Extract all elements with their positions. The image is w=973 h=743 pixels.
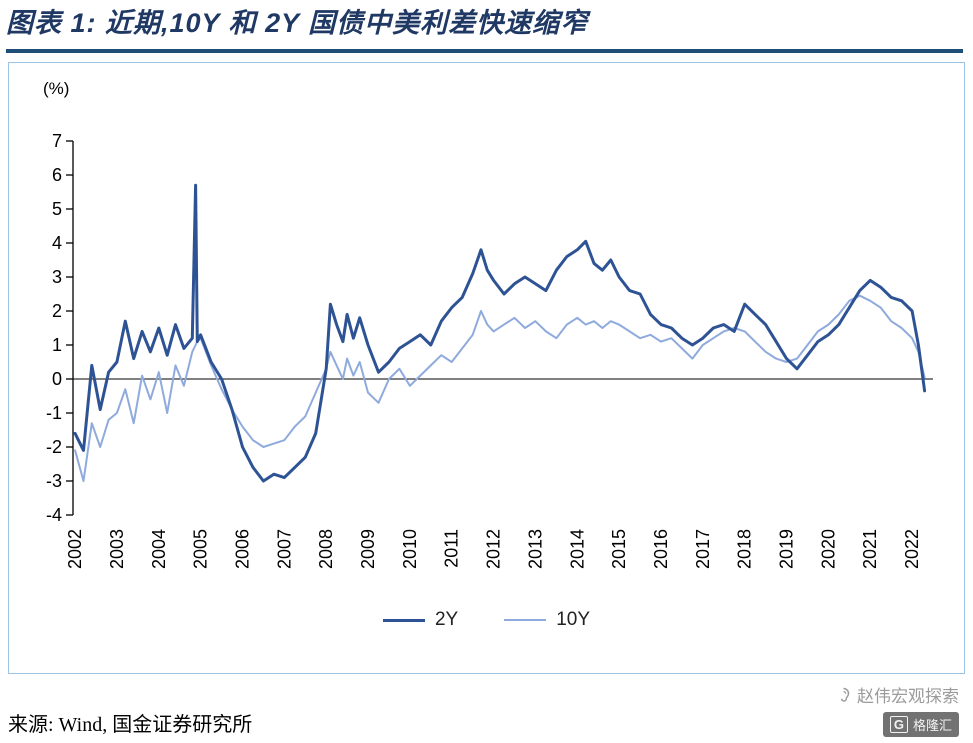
svg-text:3: 3: [52, 267, 62, 287]
svg-text:-3: -3: [46, 471, 62, 491]
svg-text:2013: 2013: [525, 529, 545, 569]
svg-text:-1: -1: [46, 403, 62, 423]
chart-legend: 2Y 10Y: [9, 609, 964, 631]
title-underline: [6, 49, 963, 54]
legend-label-2y: 2Y: [434, 609, 459, 630]
svg-text:2003: 2003: [107, 529, 127, 569]
svg-text:2010: 2010: [400, 529, 420, 569]
svg-text:2017: 2017: [693, 529, 713, 569]
svg-text:2020: 2020: [818, 529, 838, 569]
svg-text:1: 1: [52, 335, 62, 355]
svg-text:2: 2: [52, 301, 62, 321]
svg-text:4: 4: [52, 233, 62, 253]
svg-text:2021: 2021: [860, 529, 880, 569]
gelonghui-logo-text: 格隆汇: [912, 718, 952, 733]
svg-text:2011: 2011: [442, 529, 462, 568]
figure-title: 图表 1: 近期,10Y 和 2Y 国债中美利差快速缩窄: [6, 8, 589, 38]
svg-text:2014: 2014: [567, 529, 587, 569]
legend-swatch-10y: [504, 619, 547, 621]
svg-text:-2: -2: [46, 437, 62, 457]
svg-text:6: 6: [52, 165, 62, 185]
legend-label-10y: 10Y: [556, 609, 591, 630]
watermark-text: 赵伟宏观探索: [857, 687, 959, 706]
legend-item-2y: 2Y: [382, 609, 459, 631]
watermark: 赵伟宏观探索: [836, 682, 959, 707]
svg-text:-4: -4: [46, 505, 62, 525]
svg-text:2016: 2016: [651, 529, 671, 569]
gelonghui-logo-g: G: [889, 715, 908, 734]
figure-header: 图表 1: 近期,10Y 和 2Y 国债中美利差快速缩窄: [0, 0, 973, 55]
spread-line-chart: -4 -3 -2 -1 0 1 2 3 4 5 6 7 2002 2003 2004 2005 2006 2007…: [46, 131, 933, 569]
svg-text:0: 0: [52, 369, 62, 389]
svg-text:2022: 2022: [902, 529, 922, 569]
svg-text:2002: 2002: [65, 529, 85, 569]
svg-text:2012: 2012: [484, 529, 504, 569]
svg-text:2004: 2004: [149, 529, 169, 569]
svg-text:2019: 2019: [777, 529, 797, 569]
chart-panel: (%) -4 -3 -2 -1 0 1 2 3 4 5 6 7 2002 2003 2004 2005 2006…: [8, 62, 965, 674]
svg-text:2007: 2007: [274, 529, 294, 569]
svg-text:5: 5: [52, 199, 62, 219]
svg-text:2006: 2006: [232, 529, 252, 569]
legend-item-10y: 10Y: [504, 609, 590, 631]
svg-text:7: 7: [52, 131, 62, 151]
y-axis-unit-label: (%): [43, 79, 70, 98]
svg-text:2009: 2009: [358, 529, 378, 569]
gelonghui-logo: G 格隆汇: [882, 712, 959, 737]
legend-swatch-2y: [382, 618, 425, 622]
svg-text:2015: 2015: [609, 529, 629, 569]
source-note: 来源: Wind, 国金证券研究所: [8, 714, 253, 736]
svg-text:2008: 2008: [316, 529, 336, 569]
svg-text:2018: 2018: [735, 529, 755, 569]
svg-text:2005: 2005: [191, 529, 211, 569]
ear-icon: [840, 687, 850, 702]
